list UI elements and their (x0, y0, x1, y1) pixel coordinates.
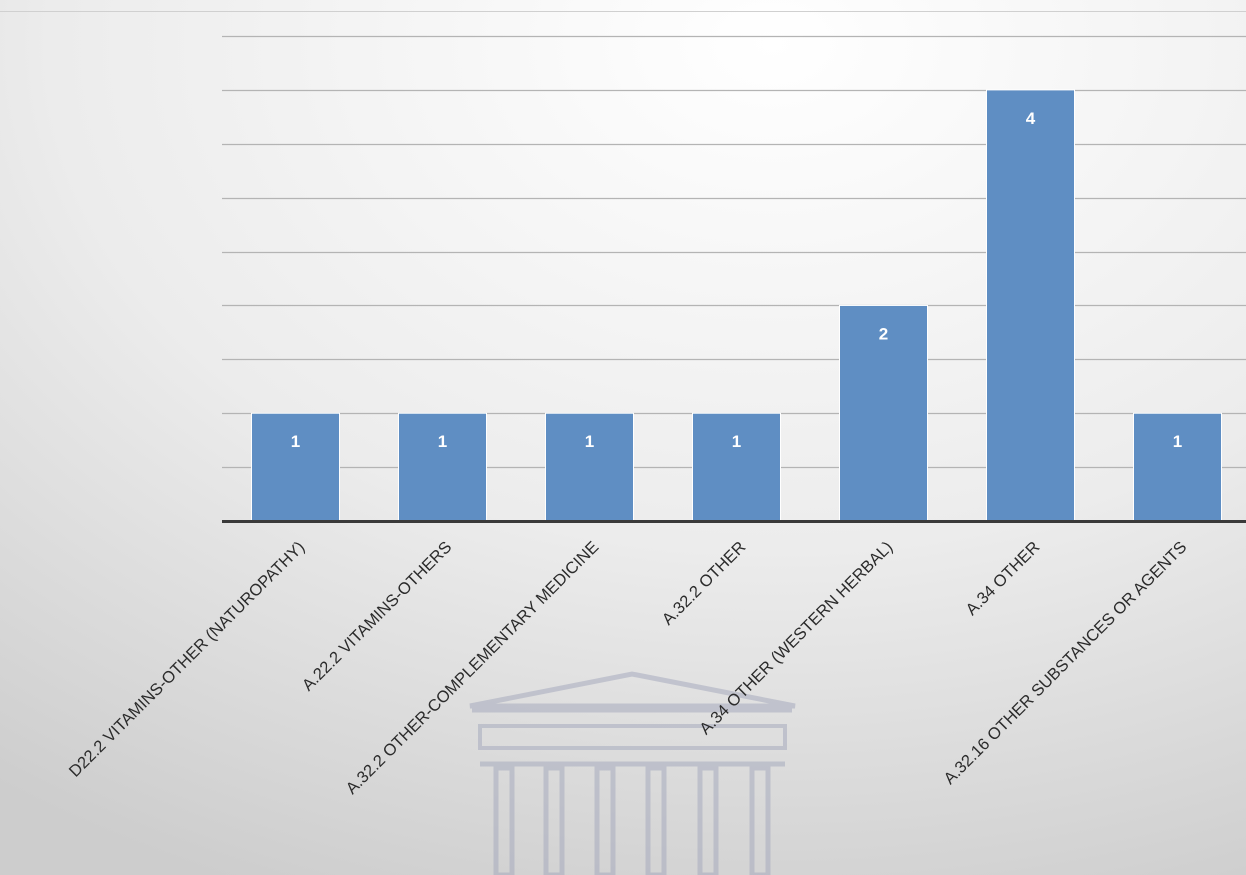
data-label: 1 (291, 432, 300, 451)
data-label: 2 (879, 324, 888, 343)
bar (251, 412, 340, 522)
data-label: 4 (1026, 109, 1036, 128)
bar (1133, 412, 1222, 522)
data-label: 1 (732, 432, 741, 451)
data-label: 1 (438, 432, 447, 451)
data-labels: 1 1 1 1 2 4 1 (291, 109, 1182, 451)
building-watermark (469, 671, 796, 875)
bar (545, 412, 634, 522)
bar (398, 412, 487, 522)
bar (986, 89, 1075, 522)
data-label: 1 (1173, 432, 1182, 451)
data-label: 1 (585, 432, 594, 451)
bars (251, 89, 1222, 522)
bar (692, 412, 781, 522)
